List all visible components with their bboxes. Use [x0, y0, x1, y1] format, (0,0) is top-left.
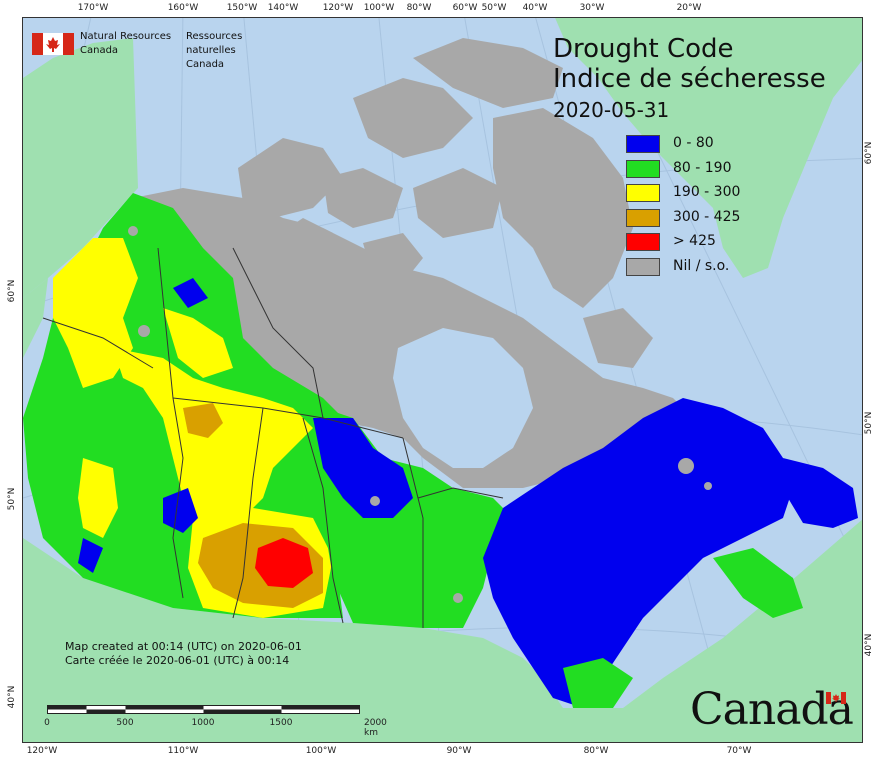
dc-blue-east — [483, 398, 793, 708]
tick-label: 100°W — [305, 746, 337, 756]
wordmark-flag-icon — [826, 692, 846, 704]
tick-label: 60°W — [452, 3, 478, 13]
legend-label: 300 - 425 — [673, 208, 741, 225]
tick-label: 170°W — [77, 3, 109, 13]
dc-orange-small — [183, 403, 223, 438]
org-fr-line2: Canada — [186, 59, 225, 70]
legend-swatch — [626, 184, 660, 202]
scale-label: 0 — [44, 718, 50, 728]
tick-label: 100°W — [363, 3, 395, 13]
tick-label: 160°W — [167, 3, 199, 13]
tick-label: 120°W — [322, 3, 354, 13]
dc-green-south-ontario — [563, 658, 633, 708]
alaska-panhandle — [23, 278, 48, 358]
legend-label: Nil / s.o. — [673, 257, 730, 274]
dc-blue-west — [78, 278, 208, 573]
legend-label: 190 - 300 — [673, 184, 741, 200]
scale-bar: 0 500 1000 1500 2000 km — [40, 704, 400, 738]
drought-map — [23, 18, 862, 742]
map-frame — [22, 17, 863, 743]
dc-red-zone — [255, 538, 313, 588]
tick-label: 50°W — [481, 3, 507, 13]
usa-land — [23, 519, 862, 742]
org-en-line2: Canada — [80, 45, 119, 56]
legend-swatch — [626, 233, 660, 251]
org-en-line1: Natural Resources — [80, 31, 172, 42]
org-fr-line1: Ressources naturelles — [186, 31, 243, 56]
legend-label: 80 - 190 — [673, 159, 732, 176]
tick-label: 120°W — [26, 746, 58, 756]
scale-label: 1500 — [269, 718, 293, 728]
tick-label: 80°W — [406, 3, 432, 13]
tick-label: 50°N — [7, 487, 17, 511]
tick-label: 60°N — [864, 141, 874, 165]
title-fr: Indice de sécheresse — [553, 64, 826, 94]
tick-label: 70°W — [726, 746, 752, 756]
tick-label: 40°N — [864, 633, 874, 657]
org-name-en: Natural Resources Canada — [80, 30, 171, 58]
legend-swatch — [626, 135, 660, 153]
legend-swatch — [626, 257, 660, 276]
hudson-bay — [393, 328, 533, 468]
map-title: Drought Code Indice de sécheresse — [553, 34, 826, 94]
org-name-fr: Ressources naturelles Canada — [186, 30, 272, 72]
northern-mainland — [133, 188, 693, 488]
legend-swatch — [626, 208, 660, 227]
province-borders — [42, 247, 504, 628]
greenland-land — [555, 18, 862, 278]
tick-label: 40°W — [522, 3, 548, 13]
tick-label: 40°N — [7, 685, 17, 709]
scale-bar-graphic — [47, 705, 360, 714]
note-en: Map created at 00:14 (UTC) on 2020-06-01 — [65, 640, 302, 653]
map-date: 2020-05-31 — [553, 98, 670, 122]
creation-note: Map created at 00:14 (UTC) on 2020-06-01… — [65, 640, 302, 668]
tick-label: 140°W — [267, 3, 299, 13]
tick-label: 90°W — [446, 746, 472, 756]
legend-label: > 425 — [673, 233, 716, 249]
legend-swatch — [626, 159, 660, 178]
dc-blue-central — [313, 418, 413, 518]
tick-label: 150°W — [226, 3, 258, 13]
tick-label: 50°N — [864, 411, 874, 435]
note-fr: Carte créée le 2020-06-01 (UTC) à 00:14 — [65, 654, 290, 667]
canada-flag-icon — [32, 33, 74, 55]
scale-label: 2000 km — [364, 718, 387, 738]
nrcan-signature: Natural Resources Canada Ressources natu… — [32, 30, 272, 70]
dc-green-maritimes — [713, 548, 803, 618]
no-data-spots — [128, 226, 712, 603]
tick-label: 30°W — [579, 3, 605, 13]
tick-label: 80°W — [583, 746, 609, 756]
tick-label: 110°W — [167, 746, 199, 756]
scale-label: 500 — [116, 718, 134, 728]
title-en: Drought Code — [553, 34, 734, 64]
scale-label: 1000 — [191, 718, 215, 728]
tick-label: 20°W — [676, 3, 702, 13]
tick-label: 60°N — [7, 279, 17, 303]
dc-blue-labrador — [783, 458, 858, 528]
alaska-land — [23, 38, 138, 298]
legend-label: 0 - 80 — [673, 135, 714, 151]
